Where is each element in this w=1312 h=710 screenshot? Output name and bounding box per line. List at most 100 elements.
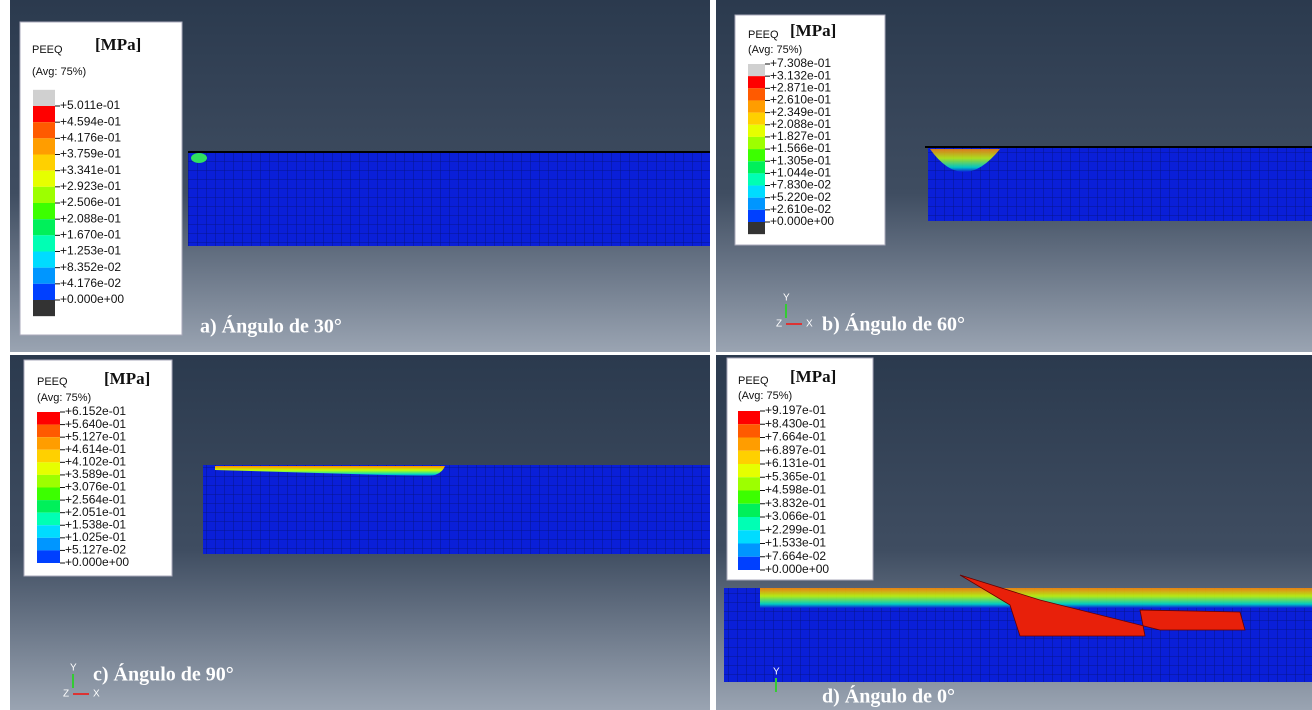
legend-swatch	[33, 122, 55, 138]
legend-swatch	[738, 530, 760, 543]
legend-swatch	[748, 149, 765, 161]
panel-caption: b) Ángulo de 60°	[822, 313, 965, 336]
legend-swatch	[33, 187, 55, 203]
legend-swatch	[37, 513, 60, 526]
legend-label: +7.664e-02	[765, 549, 826, 563]
legend-swatch	[738, 464, 760, 477]
legend-swatch	[738, 544, 760, 557]
legend-variable: PEEQ	[37, 376, 68, 388]
legend-swatch	[33, 106, 55, 122]
figure: PEEQ [MPa] (Avg: 75%) +5.011e-01 +4.594e-01 +…	[0, 0, 1312, 710]
legend-label: +1.533e-01	[765, 536, 826, 550]
legend-label: +2.506e-01	[60, 195, 121, 209]
legend-swatch	[37, 475, 60, 488]
legend-swatch	[37, 425, 60, 438]
legend-label: +5.011e-01	[60, 98, 120, 112]
triad-label: Y	[783, 293, 790, 304]
legend-variable: PEEQ	[748, 29, 779, 41]
legend-swatch	[748, 113, 765, 125]
legend-label: +4.598e-01	[765, 483, 826, 497]
legend-swatch	[33, 171, 55, 187]
panel-caption: d) Ángulo de 0°	[822, 685, 955, 708]
legend-swatch	[738, 411, 760, 424]
triad-label: Y	[70, 663, 77, 674]
legend-swatch	[748, 125, 765, 137]
legend-swatch	[738, 451, 760, 464]
legend-swatch	[748, 88, 765, 100]
legend-swatch	[738, 557, 760, 570]
legend-swatch	[748, 198, 765, 210]
panel-caption: a) Ángulo de 30°	[200, 315, 342, 338]
legend-swatch	[748, 186, 765, 198]
legend-swatch	[33, 90, 55, 106]
legend-label: +1.253e-01	[60, 244, 121, 258]
legend-label: +2.088e-01	[60, 211, 121, 225]
triad-label: Z	[63, 689, 69, 700]
legend-swatch	[37, 538, 60, 551]
legend-average: (Avg: 75%)	[37, 392, 91, 404]
legend-label: +9.197e-01	[765, 403, 826, 417]
legend-variable: PEEQ	[32, 44, 63, 56]
legend-label: +2.923e-01	[60, 179, 121, 193]
legend-swatch	[748, 100, 765, 112]
legend-swatch	[738, 477, 760, 490]
legend-label: +7.664e-01	[765, 430, 826, 444]
legend-swatch	[738, 438, 760, 451]
legend-swatch	[748, 137, 765, 149]
legend-unit: [MPa]	[104, 369, 150, 388]
legend-swatch	[33, 252, 55, 268]
legend-swatch	[33, 138, 55, 154]
legend-swatch	[37, 412, 60, 425]
legend-swatch	[33, 300, 55, 316]
legend-label: +6.897e-01	[765, 443, 826, 457]
legend-swatch	[33, 155, 55, 171]
legend-swatch	[748, 210, 765, 222]
legend-label: +4.594e-01	[60, 114, 121, 128]
legend-label: +3.341e-01	[60, 163, 121, 177]
legend-average: (Avg: 75%)	[738, 390, 792, 402]
legend-label: +5.365e-01	[765, 469, 826, 483]
legend-swatch	[37, 525, 60, 538]
triad-label: Y	[773, 667, 780, 678]
legend-swatch	[748, 161, 765, 173]
legend-swatch	[738, 491, 760, 504]
legend-swatch	[33, 284, 55, 300]
legend-swatch	[37, 437, 60, 450]
panel-caption: c) Ángulo de 90°	[93, 663, 234, 686]
legend-label: +0.000e+00	[765, 562, 829, 576]
legend-swatch	[738, 424, 760, 437]
legend-swatch	[738, 504, 760, 517]
legend-swatch	[33, 203, 55, 219]
legend-label: +3.832e-01	[765, 496, 826, 510]
legend-swatch	[748, 222, 765, 234]
legend-swatch	[37, 488, 60, 501]
legend-label: +8.352e-02	[60, 260, 121, 274]
triad-label: X	[93, 689, 100, 700]
legend-label: +4.176e-02	[60, 276, 121, 290]
legend-swatch	[738, 517, 760, 530]
legend-label: +0.000e+00	[770, 214, 834, 228]
triad-label: X	[806, 319, 813, 330]
legend-label: +1.670e-01	[60, 228, 121, 242]
legend-swatch	[33, 235, 55, 251]
legend-label: +3.759e-01	[60, 147, 121, 161]
legend-swatch	[748, 76, 765, 88]
legend-label: +4.176e-01	[60, 131, 121, 145]
legend-variable: PEEQ	[738, 375, 769, 387]
legend-swatch	[37, 462, 60, 475]
legend-average: (Avg: 75%)	[32, 66, 86, 78]
legend-average: (Avg: 75%)	[748, 44, 802, 56]
page: {"panels": [ {"legend": {"variable": "PE…	[0, 0, 1312, 710]
legend-unit: [MPa]	[95, 35, 141, 54]
legend-label: +8.430e-01	[765, 416, 826, 430]
legend-swatch	[748, 64, 765, 76]
legend-unit: [MPa]	[790, 21, 836, 40]
legend-swatch	[33, 219, 55, 235]
legend-label: +2.299e-01	[765, 522, 826, 536]
legend-label: +0.000e+00	[65, 555, 129, 569]
legend-label: +0.000e+00	[60, 292, 124, 306]
legend-unit: [MPa]	[790, 367, 836, 386]
legend-swatch	[748, 173, 765, 185]
legend-label: +6.131e-01	[765, 456, 826, 470]
legend-swatch	[37, 450, 60, 463]
